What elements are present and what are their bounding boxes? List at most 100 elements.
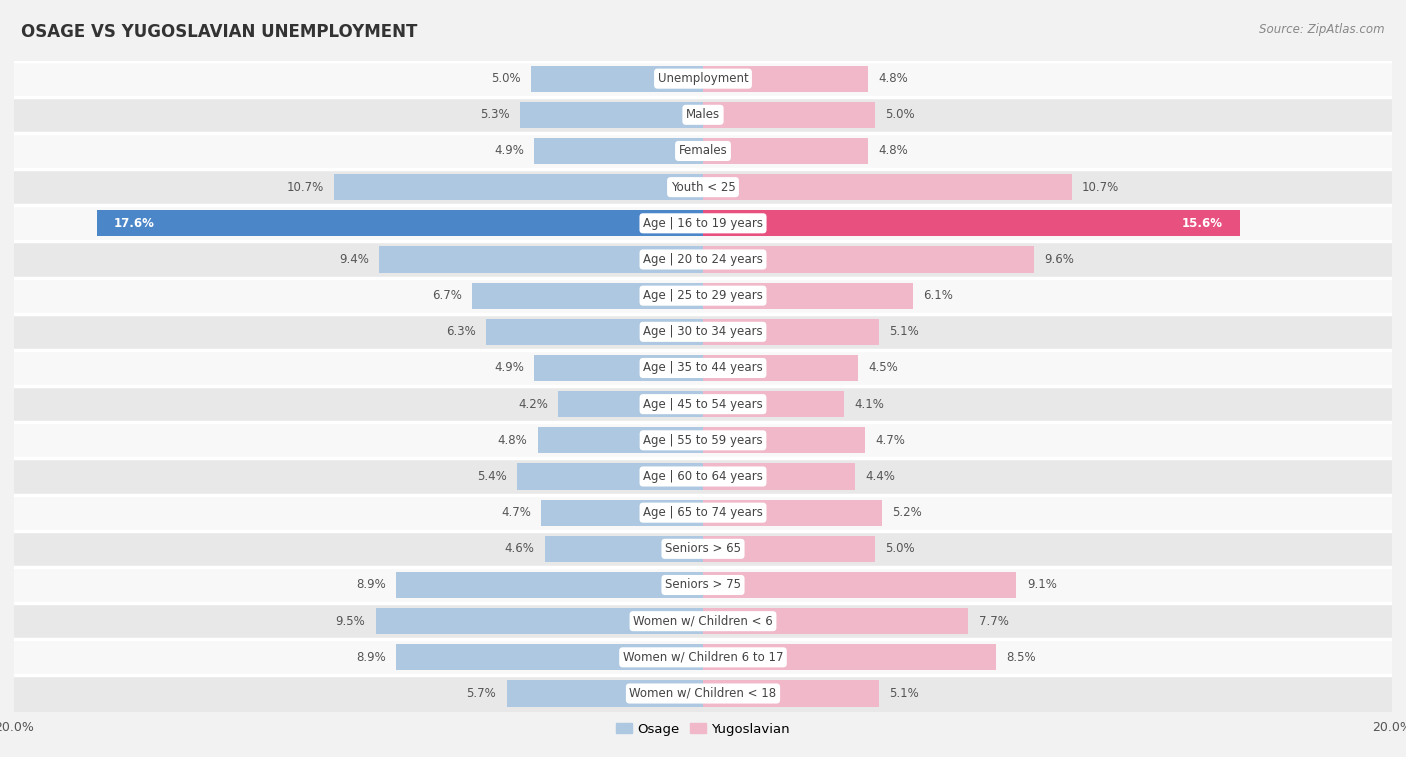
Text: 4.7%: 4.7% xyxy=(501,506,531,519)
Text: Age | 55 to 59 years: Age | 55 to 59 years xyxy=(643,434,763,447)
FancyBboxPatch shape xyxy=(14,603,1392,639)
Bar xyxy=(703,427,865,453)
FancyBboxPatch shape xyxy=(14,350,1392,386)
Text: 8.9%: 8.9% xyxy=(356,651,387,664)
Text: 5.2%: 5.2% xyxy=(893,506,922,519)
Bar xyxy=(97,210,703,236)
Text: OSAGE VS YUGOSLAVIAN UNEMPLOYMENT: OSAGE VS YUGOSLAVIAN UNEMPLOYMENT xyxy=(21,23,418,41)
Text: 6.7%: 6.7% xyxy=(432,289,461,302)
FancyBboxPatch shape xyxy=(14,169,1392,205)
Text: Women w/ Children < 18: Women w/ Children < 18 xyxy=(630,687,776,700)
Text: 15.6%: 15.6% xyxy=(1182,217,1223,230)
Legend: Osage, Yugoslavian: Osage, Yugoslavian xyxy=(610,717,796,741)
Bar xyxy=(472,282,703,309)
Text: 9.5%: 9.5% xyxy=(336,615,366,628)
Text: 7.7%: 7.7% xyxy=(979,615,1008,628)
Text: Youth < 25: Youth < 25 xyxy=(671,181,735,194)
Text: Seniors > 65: Seniors > 65 xyxy=(665,542,741,556)
FancyBboxPatch shape xyxy=(14,205,1392,241)
Bar xyxy=(703,101,875,128)
Text: 4.8%: 4.8% xyxy=(498,434,527,447)
Text: 17.6%: 17.6% xyxy=(114,217,155,230)
Bar xyxy=(703,174,1071,200)
Bar xyxy=(506,681,703,706)
Bar xyxy=(703,282,912,309)
Bar xyxy=(396,572,703,598)
Text: Age | 45 to 54 years: Age | 45 to 54 years xyxy=(643,397,763,410)
FancyBboxPatch shape xyxy=(14,241,1392,278)
Text: 5.0%: 5.0% xyxy=(491,72,520,85)
Bar xyxy=(703,66,869,92)
Text: 4.4%: 4.4% xyxy=(865,470,894,483)
Text: 4.2%: 4.2% xyxy=(519,397,548,410)
FancyBboxPatch shape xyxy=(14,459,1392,494)
Text: 10.7%: 10.7% xyxy=(1083,181,1119,194)
Text: 4.6%: 4.6% xyxy=(505,542,534,556)
Text: Age | 20 to 24 years: Age | 20 to 24 years xyxy=(643,253,763,266)
Text: 8.9%: 8.9% xyxy=(356,578,387,591)
FancyBboxPatch shape xyxy=(14,494,1392,531)
FancyBboxPatch shape xyxy=(14,278,1392,313)
Text: 9.6%: 9.6% xyxy=(1045,253,1074,266)
Text: 10.7%: 10.7% xyxy=(287,181,323,194)
Text: Women w/ Children 6 to 17: Women w/ Children 6 to 17 xyxy=(623,651,783,664)
Bar xyxy=(703,536,875,562)
Bar xyxy=(703,247,1033,273)
Text: 4.7%: 4.7% xyxy=(875,434,905,447)
Bar xyxy=(703,319,879,345)
FancyBboxPatch shape xyxy=(14,313,1392,350)
Text: 4.1%: 4.1% xyxy=(855,397,884,410)
Bar xyxy=(703,608,969,634)
Bar xyxy=(520,101,703,128)
Bar xyxy=(534,138,703,164)
FancyBboxPatch shape xyxy=(14,386,1392,422)
FancyBboxPatch shape xyxy=(14,567,1392,603)
Bar xyxy=(703,644,995,671)
Bar xyxy=(703,355,858,381)
Bar xyxy=(703,681,879,706)
Text: Women w/ Children < 6: Women w/ Children < 6 xyxy=(633,615,773,628)
Text: Females: Females xyxy=(679,145,727,157)
Text: 4.8%: 4.8% xyxy=(879,72,908,85)
Bar xyxy=(703,138,869,164)
Text: 5.4%: 5.4% xyxy=(477,470,506,483)
FancyBboxPatch shape xyxy=(14,675,1392,712)
Bar xyxy=(335,174,703,200)
Text: Source: ZipAtlas.com: Source: ZipAtlas.com xyxy=(1260,23,1385,36)
Text: 5.3%: 5.3% xyxy=(481,108,510,121)
Text: Unemployment: Unemployment xyxy=(658,72,748,85)
Bar xyxy=(558,391,703,417)
Text: 5.1%: 5.1% xyxy=(889,687,918,700)
Bar xyxy=(703,572,1017,598)
Bar xyxy=(703,391,844,417)
Text: 4.9%: 4.9% xyxy=(494,362,524,375)
Text: Age | 65 to 74 years: Age | 65 to 74 years xyxy=(643,506,763,519)
Bar xyxy=(703,210,1240,236)
Text: Males: Males xyxy=(686,108,720,121)
Bar xyxy=(703,500,882,525)
Bar xyxy=(534,355,703,381)
Bar xyxy=(544,536,703,562)
Text: Age | 16 to 19 years: Age | 16 to 19 years xyxy=(643,217,763,230)
Bar xyxy=(531,66,703,92)
Text: 8.5%: 8.5% xyxy=(1007,651,1036,664)
FancyBboxPatch shape xyxy=(14,61,1392,97)
Text: 4.5%: 4.5% xyxy=(869,362,898,375)
Bar xyxy=(375,608,703,634)
Bar xyxy=(396,644,703,671)
Text: 9.4%: 9.4% xyxy=(339,253,368,266)
Text: Age | 35 to 44 years: Age | 35 to 44 years xyxy=(643,362,763,375)
FancyBboxPatch shape xyxy=(14,133,1392,169)
Bar xyxy=(380,247,703,273)
Text: Seniors > 75: Seniors > 75 xyxy=(665,578,741,591)
Text: 5.0%: 5.0% xyxy=(886,108,915,121)
Bar xyxy=(541,500,703,525)
Bar xyxy=(517,463,703,490)
FancyBboxPatch shape xyxy=(14,531,1392,567)
Bar xyxy=(537,427,703,453)
FancyBboxPatch shape xyxy=(14,97,1392,133)
Text: 5.7%: 5.7% xyxy=(467,687,496,700)
Text: Age | 30 to 34 years: Age | 30 to 34 years xyxy=(643,326,763,338)
Text: 4.9%: 4.9% xyxy=(494,145,524,157)
FancyBboxPatch shape xyxy=(14,639,1392,675)
